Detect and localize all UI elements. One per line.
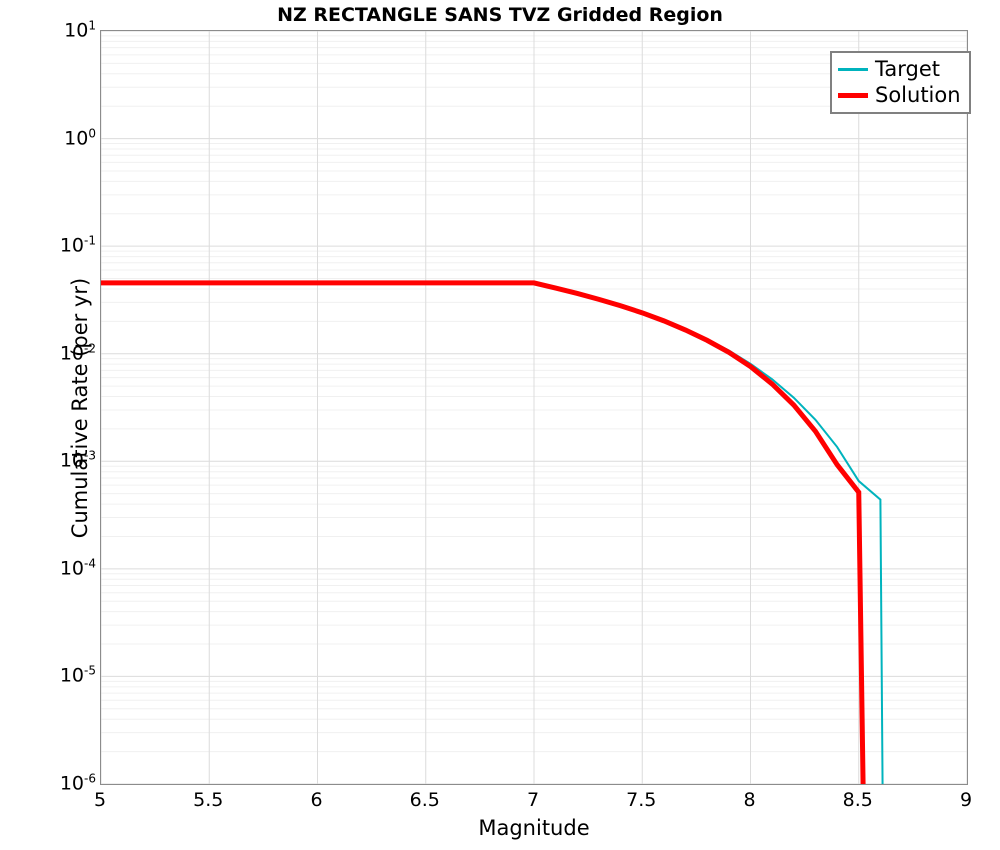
x-tick-label-0: 5: [93, 789, 107, 811]
y-tick-label-7: 10-6: [59, 771, 96, 795]
series-line-solution: [101, 280, 866, 784]
legend-swatch-solution: [838, 92, 868, 98]
y-tick-label-2: 10-1: [59, 233, 96, 257]
chart-legend[interactable]: Target Solution: [830, 51, 971, 114]
x-tick-label-3: 6.5: [409, 789, 440, 811]
y-axis-tick-labels: 101 100 10-1 10-2 10-3 10-4 10-5 10-6: [0, 0, 96, 850]
y-tick-label-4: 10-3: [59, 448, 96, 472]
legend-swatch-target: [838, 67, 868, 71]
x-axis-label: Magnitude: [478, 816, 590, 840]
x-tick-label-5: 7.5: [626, 789, 657, 811]
chart-title: NZ RECTANGLE SANS TVZ Gridded Region: [277, 4, 723, 26]
x-tick-label-2: 6: [310, 789, 323, 811]
x-tick-label-8: 9: [959, 789, 973, 811]
x-tick-label-6: 8: [743, 789, 756, 811]
y-tick-label-1: 100: [64, 125, 96, 150]
legend-entry-target[interactable]: Target: [838, 56, 961, 82]
plot-area: [100, 30, 968, 785]
x-tick-label-1: 5.5: [193, 789, 224, 811]
y-tick-label-5: 10-4: [59, 556, 96, 580]
x-tick-label-7: 8.5: [842, 789, 873, 811]
legend-label-solution: Solution: [875, 82, 961, 107]
data-series-layer: [101, 280, 884, 784]
legend-entry-solution[interactable]: Solution: [838, 82, 961, 108]
y-tick-label-0: 101: [64, 18, 96, 42]
legend-label-target: Target: [875, 56, 940, 81]
y-tick-label-6: 10-5: [59, 663, 96, 688]
x-tick-label-4: 7: [526, 789, 540, 811]
y-tick-label-3: 10-2: [59, 341, 96, 365]
plot-svg: [101, 31, 967, 784]
